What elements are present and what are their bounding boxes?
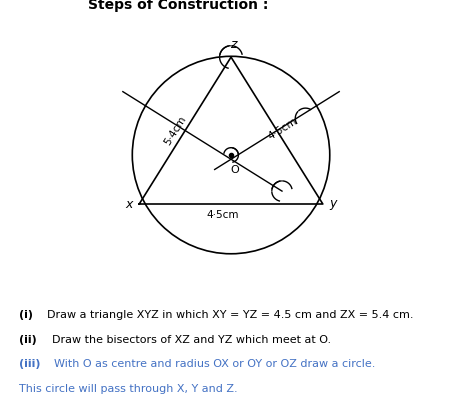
Text: (iii): (iii) bbox=[19, 359, 40, 369]
Text: This circle will pass through X, Y and Z.: This circle will pass through X, Y and Z… bbox=[19, 384, 237, 394]
Text: 4·5cm: 4·5cm bbox=[267, 115, 299, 142]
Text: 4·5cm: 4·5cm bbox=[207, 210, 239, 220]
Text: 5·4cm: 5·4cm bbox=[162, 114, 188, 147]
Text: With O as centre and radius OX or OY or OZ draw a circle.: With O as centre and radius OX or OY or … bbox=[54, 359, 376, 369]
Text: O: O bbox=[231, 165, 239, 175]
Text: y: y bbox=[329, 197, 336, 211]
Text: Draw the bisectors of XZ and YZ which meet at O.: Draw the bisectors of XZ and YZ which me… bbox=[52, 335, 331, 345]
Text: z: z bbox=[230, 38, 236, 51]
Text: Steps of Construction :: Steps of Construction : bbox=[88, 0, 269, 12]
Text: Draw a triangle XYZ in which XY = YZ = 4.5 cm and ZX = 5.4 cm.: Draw a triangle XYZ in which XY = YZ = 4… bbox=[47, 310, 414, 320]
Text: (i): (i) bbox=[19, 310, 33, 320]
Text: x: x bbox=[126, 197, 133, 211]
Text: (ii): (ii) bbox=[19, 335, 37, 345]
